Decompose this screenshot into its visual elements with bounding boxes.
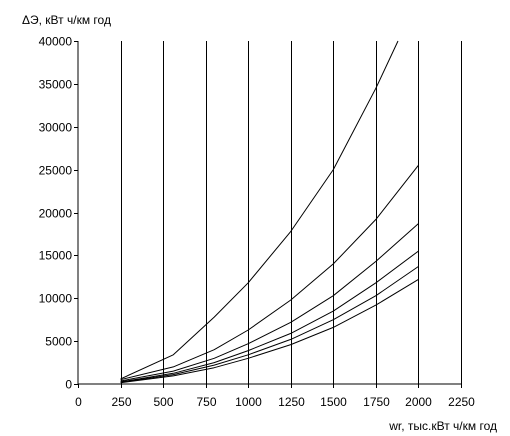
y-tick-label: 20000 — [39, 207, 73, 221]
series-line-2 — [120, 164, 419, 381]
y-tick-label: 10000 — [39, 292, 73, 306]
x-tick-label: 1500 — [320, 395, 347, 409]
y-tick-label: 0 — [65, 378, 72, 392]
series-line-6 — [120, 278, 419, 384]
x-tick-label: 2250 — [448, 395, 475, 409]
x-ticks: 0 250 500 750 1000 1250 1500 1750 2000 2250 — [75, 384, 475, 409]
series-group — [120, 40, 419, 384]
series-line-4 — [120, 250, 419, 383]
y-tick-label: 15000 — [39, 249, 73, 263]
x-tick-label: 2000 — [405, 395, 432, 409]
y-tick-label: 35000 — [39, 78, 73, 92]
x-tick-label: 500 — [153, 395, 173, 409]
series-line-1 — [120, 40, 399, 380]
x-tick-label: 1250 — [278, 395, 305, 409]
y-tick-label: 25000 — [39, 164, 73, 178]
y-ticks: 0 5000 10000 15000 20000 25000 30000 35000 40000 — [39, 35, 78, 392]
x-tick-label: 750 — [196, 395, 216, 409]
x-tick-label: 250 — [111, 395, 131, 409]
x-tick-label: 0 — [75, 395, 82, 409]
axes — [77, 41, 461, 385]
y-tick-label: 40000 — [39, 35, 73, 49]
x-tick-label: 1750 — [363, 395, 390, 409]
y-tick-label: 30000 — [39, 121, 73, 135]
x-tick-label: 1000 — [235, 395, 262, 409]
y-axis-title: ΔЭ, кВт ч/км год — [22, 13, 111, 27]
grid-lines — [121, 41, 462, 384]
y-tick-label: 5000 — [45, 335, 72, 349]
series-line-3 — [120, 223, 419, 382]
series-line-5 — [120, 266, 419, 383]
x-axis-title: wr, тыс.кВт ч/км год — [388, 419, 497, 433]
